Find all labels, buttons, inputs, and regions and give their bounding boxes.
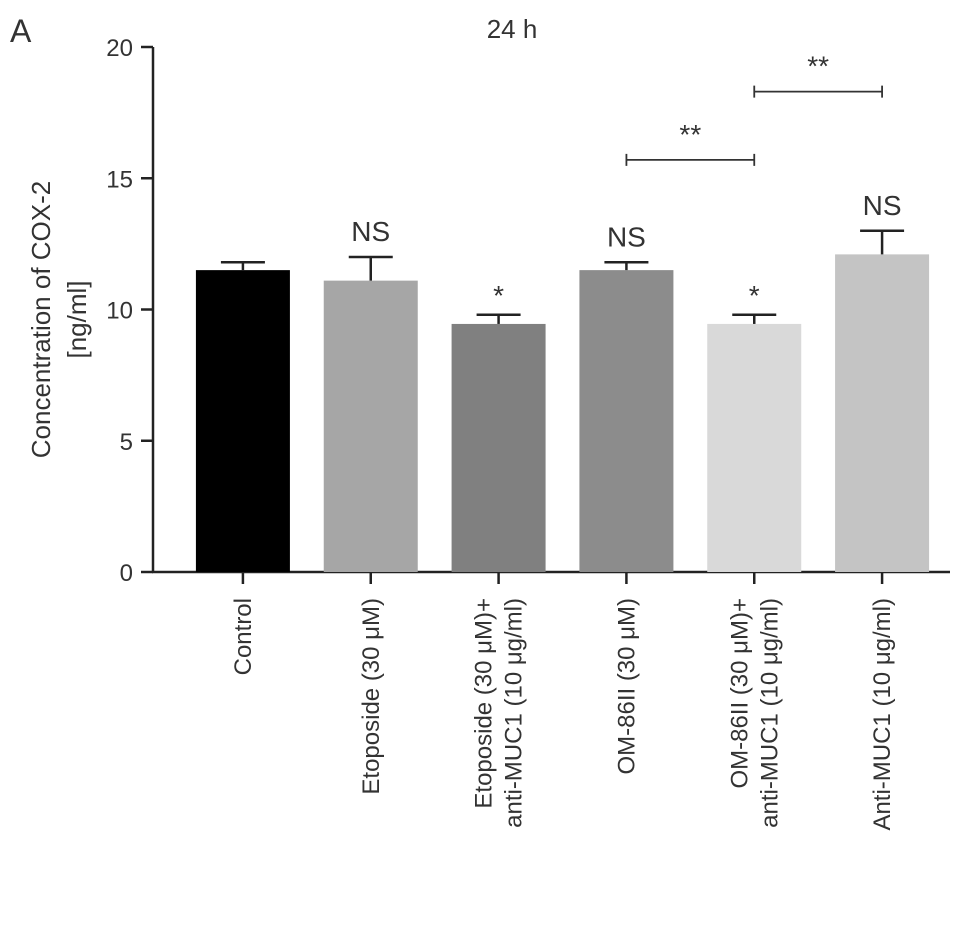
panel-label: A: [10, 13, 32, 49]
y-tick-label: 20: [106, 35, 133, 62]
x-tick-label: Etoposide (30 μM)+: [471, 598, 498, 809]
y-tick-label: 10: [106, 298, 133, 325]
y-axis-label-line: Concentration of COX-2: [26, 181, 56, 458]
bar: [707, 323, 802, 572]
x-tick-label: Control: [230, 598, 257, 675]
x-tick-label: OM-86II (30 μM)+: [726, 598, 753, 789]
y-axis-label-line: [ng/ml]: [62, 280, 92, 358]
comparison-label: **: [679, 119, 701, 150]
bars: [195, 254, 930, 572]
significance-labels: NS * NS * NS: [351, 190, 901, 311]
error-bars: [220, 229, 905, 324]
bar: [579, 270, 674, 572]
significance-label: NS: [607, 221, 646, 252]
significance-label: NS: [863, 190, 902, 221]
bar: [323, 280, 418, 572]
significance-label: NS: [351, 216, 390, 247]
comparison-label: **: [807, 51, 829, 82]
y-tick-label: 15: [106, 166, 133, 193]
y-axis-label: Concentration of COX-2 [ng/ml]: [26, 181, 92, 458]
x-tick-label: anti-MUC1 (10 μg/ml): [501, 598, 528, 828]
chart-title: 24 h: [487, 14, 538, 44]
y-tick-label: 5: [120, 429, 133, 456]
bar: [835, 254, 930, 572]
x-tick-label: OM-86II (30 μM): [613, 598, 640, 775]
comparison-brackets: ** **: [625, 51, 883, 166]
y-tick-label: 0: [120, 560, 133, 587]
bar: [195, 270, 290, 572]
significance-label: *: [749, 280, 760, 311]
y-ticks: 0 5 10 15 20: [106, 35, 153, 587]
bar: [451, 323, 546, 572]
x-tick-labels: Control Etoposide (30 μM) Etoposide (30 μM…: [230, 572, 896, 831]
x-tick-label: Etoposide (30 μM): [358, 598, 385, 795]
x-tick-label: Anti-MUC1 (10 μg/ml): [869, 598, 896, 831]
x-tick-label: anti-MUC1 (10 μg/ml): [756, 598, 783, 828]
significance-label: *: [493, 280, 504, 311]
